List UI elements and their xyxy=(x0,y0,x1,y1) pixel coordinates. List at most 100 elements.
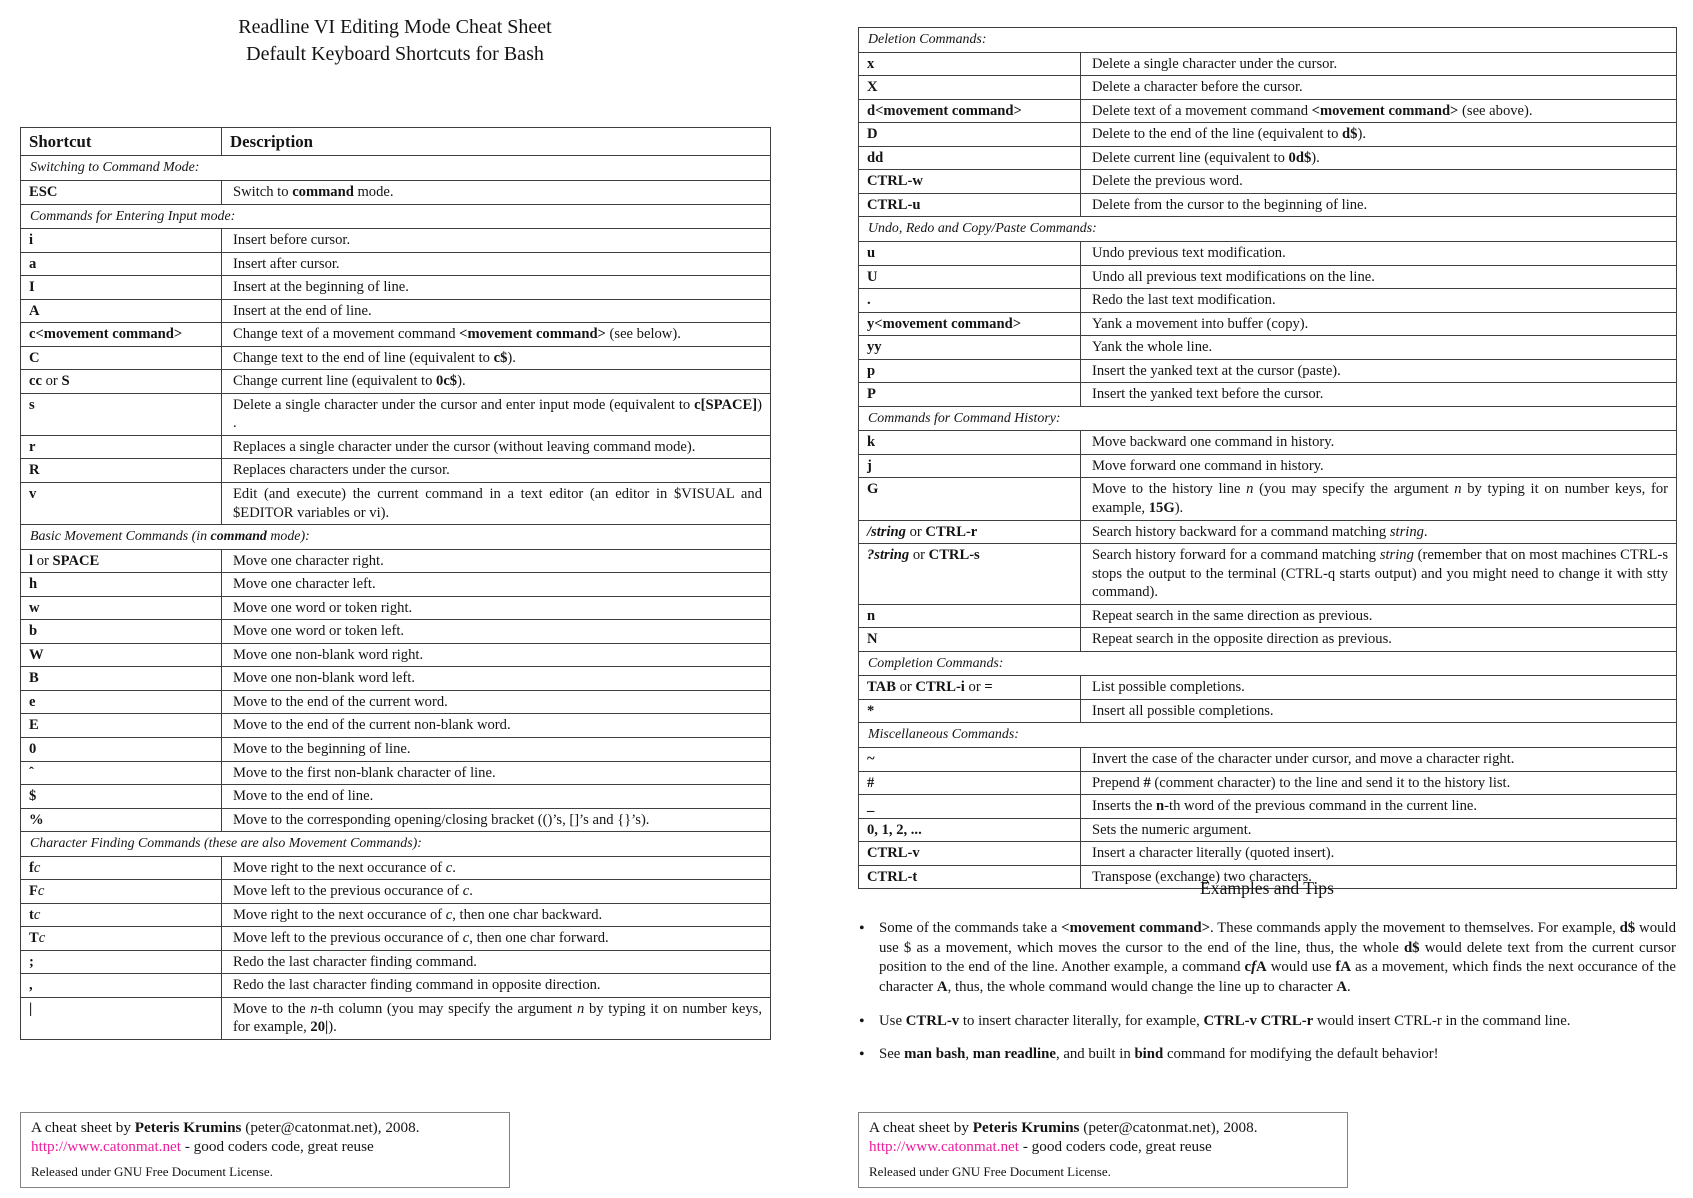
table-row: y<movement command> Yank a movement into … xyxy=(858,311,1678,337)
table-row: * Insert all possible completions. xyxy=(858,698,1678,724)
description-cell: Search history forward for a command mat… xyxy=(1079,543,1678,605)
table-row: CTRL-w Delete the previous word. xyxy=(858,169,1678,194)
footer-tagline-text: - good coders code, great reuse xyxy=(181,1138,374,1156)
section-label: Miscellaneous Commands: xyxy=(857,722,1678,749)
table-row: , Redo the last character finding command… xyxy=(20,973,771,998)
section-label: Switching to Command Mode: xyxy=(20,155,771,181)
shortcut-cell: l or SPACE xyxy=(20,548,222,574)
shortcut-cell: CTRL-v xyxy=(858,841,1081,866)
page-title-line-1: Readline VI Editing Mode Cheat Sheet xyxy=(238,16,552,38)
footer-tagline: http://www.catonmat.net - good coders co… xyxy=(869,1137,1337,1156)
description-cell: Delete text of a movement command <movem… xyxy=(1079,98,1678,124)
description-cell: Redo the last character finding command … xyxy=(221,973,771,998)
shortcut-cell: b xyxy=(20,619,222,644)
description-cell: Move one character right. xyxy=(221,548,771,574)
catonmat-link[interactable]: http://www.catonmat.net xyxy=(31,1138,182,1156)
footer-tagline-text: - good coders code, great reuse xyxy=(1019,1138,1212,1156)
section-label: Completion Commands: xyxy=(857,650,1678,677)
description-cell: Undo previous text modification. xyxy=(1079,241,1678,266)
description-cell: Move to the history line n (you may spec… xyxy=(1079,477,1678,521)
catonmat-link[interactable]: http://www.catonmat.net xyxy=(869,1138,1020,1156)
table-row: X Delete a character before the cursor. xyxy=(858,75,1678,100)
shortcut-cell: Tc xyxy=(20,926,222,951)
description-cell: Insert before cursor. xyxy=(221,228,771,253)
shortcut-cell: tc xyxy=(20,902,222,928)
shortcut-cell: W xyxy=(20,642,222,668)
shortcut-cell: h xyxy=(20,572,222,597)
description-cell: Move left to the previous occurance of c… xyxy=(221,879,771,904)
shortcut-cell: dd xyxy=(858,145,1081,171)
table-row: dd Delete current line (equivalent to 0d$… xyxy=(858,145,1678,171)
tip-item: See man bash, man readline, and built in… xyxy=(858,1044,1676,1065)
table-row: d<movement command> Delete text of a move… xyxy=(858,98,1678,124)
description-cell: Inserts the n-th word of the previous co… xyxy=(1079,794,1678,819)
table-row: w Move one word or token right. xyxy=(20,595,771,621)
footer-credit-line: A cheat sheet by Peteris Krumins (peter@… xyxy=(869,1119,1258,1136)
table-row: r Replaces a single character under the c… xyxy=(20,434,771,460)
shortcut-cell: i xyxy=(20,228,222,253)
shortcut-cell: B xyxy=(20,666,222,691)
shortcut-cell: yy xyxy=(858,335,1081,360)
column-header-shortcut: Shortcut xyxy=(20,126,222,157)
shortcut-cell: CTRL-u xyxy=(858,192,1081,218)
table-row: CTRL-u Delete from the cursor to the begi… xyxy=(858,192,1678,218)
description-cell: Insert a character literally (quoted ins… xyxy=(1079,841,1678,866)
description-cell: Move backward one command in history. xyxy=(1079,430,1678,455)
table-row: ˆ Move to the first non-blank character o… xyxy=(20,760,771,786)
section-row: Basic Movement Commands (in command mode… xyxy=(20,524,771,550)
description-cell: Insert the yanked text at the cursor (pa… xyxy=(1079,358,1678,384)
table-row: v Edit (and execute) the current command … xyxy=(20,482,771,526)
shortcut-cell: % xyxy=(20,807,222,833)
shortcut-cell: cc or S xyxy=(20,369,222,394)
description-cell: Move left to the previous occurance of c… xyxy=(221,926,771,951)
table-row: i Insert before cursor. xyxy=(20,228,771,253)
shortcut-cell: Fc xyxy=(20,879,222,904)
tip-item: Use CTRL-v to insert character literally… xyxy=(858,1011,1676,1032)
shortcut-cell: y<movement command> xyxy=(858,311,1081,337)
description-cell: Delete to the end of the line (equivalen… xyxy=(1079,122,1678,147)
description-cell: Undo all previous text modifications on … xyxy=(1079,264,1678,290)
description-cell: Change text of a movement command <movem… xyxy=(221,322,771,347)
shortcut-cell: ESC xyxy=(20,179,222,205)
shortcut-cell: TAB or CTRL-i or = xyxy=(858,675,1081,700)
description-cell: Move to the end of line. xyxy=(221,784,771,809)
page-title-line-2: Default Keyboard Shortcuts for Bash xyxy=(246,43,544,65)
section-label: Basic Movement Commands (in command mode… xyxy=(20,524,771,550)
description-cell: Repeat search in the same direction as p… xyxy=(1079,603,1678,629)
table-row: e Move to the end of the current word. xyxy=(20,689,771,715)
description-cell: Delete the previous word. xyxy=(1079,169,1678,194)
shortcut-cell: p xyxy=(858,358,1081,384)
description-cell: Insert after cursor. xyxy=(221,251,771,277)
table-row: W Move one non-blank word right. xyxy=(20,642,771,668)
table-row: tc Move right to the next occurance of c,… xyxy=(20,902,771,928)
shortcut-cell: ~ xyxy=(858,747,1081,772)
section-label: Deletion Commands: xyxy=(857,27,1678,53)
shortcuts-table-left: Shortcut Description Switching to Comman… xyxy=(20,126,771,1041)
table-row: 0, 1, 2, ... Sets the numeric argument. xyxy=(858,817,1678,843)
section-row: Miscellaneous Commands: xyxy=(857,722,1678,749)
description-cell: Move forward one command in history. xyxy=(1079,453,1678,479)
table-row: ; Redo the last character finding command… xyxy=(20,949,771,975)
section-row: Commands for Entering Input mode: xyxy=(20,203,771,230)
description-cell: Search history backward for a command ma… xyxy=(1079,519,1678,545)
tip-item: Some of the commands take a <movement co… xyxy=(858,918,1676,998)
table-row: c<movement command> Change text of a move… xyxy=(20,322,771,347)
table-row: D Delete to the end of the line (equivale… xyxy=(858,122,1678,147)
shortcut-cell: w xyxy=(20,595,222,621)
shortcut-cell: a xyxy=(20,251,222,277)
table-row: % Move to the corresponding opening/closi… xyxy=(20,807,771,833)
description-cell: Yank the whole line. xyxy=(1079,335,1678,360)
shortcut-cell: fc xyxy=(20,855,222,881)
description-cell: Delete a character before the cursor. xyxy=(1079,75,1678,100)
description-cell: Move to the first non-blank character of… xyxy=(221,760,771,786)
description-cell: Sets the numeric argument. xyxy=(1079,817,1678,843)
description-cell: Move right to the next occurance of c. xyxy=(221,855,771,881)
section-label: Undo, Redo and Copy/Paste Commands: xyxy=(857,216,1678,243)
section-label: Commands for Command History: xyxy=(857,405,1678,432)
section-row: Switching to Command Mode: xyxy=(20,155,771,181)
shortcut-cell: G xyxy=(858,477,1081,521)
description-cell: Delete current line (equivalent to 0d$). xyxy=(1079,145,1678,171)
table-row: CTRL-t Transpose (exchange) two character… xyxy=(858,864,1678,890)
shortcut-cell: 0, 1, 2, ... xyxy=(858,817,1081,843)
table-row: l or SPACE Move one character right. xyxy=(20,548,771,574)
